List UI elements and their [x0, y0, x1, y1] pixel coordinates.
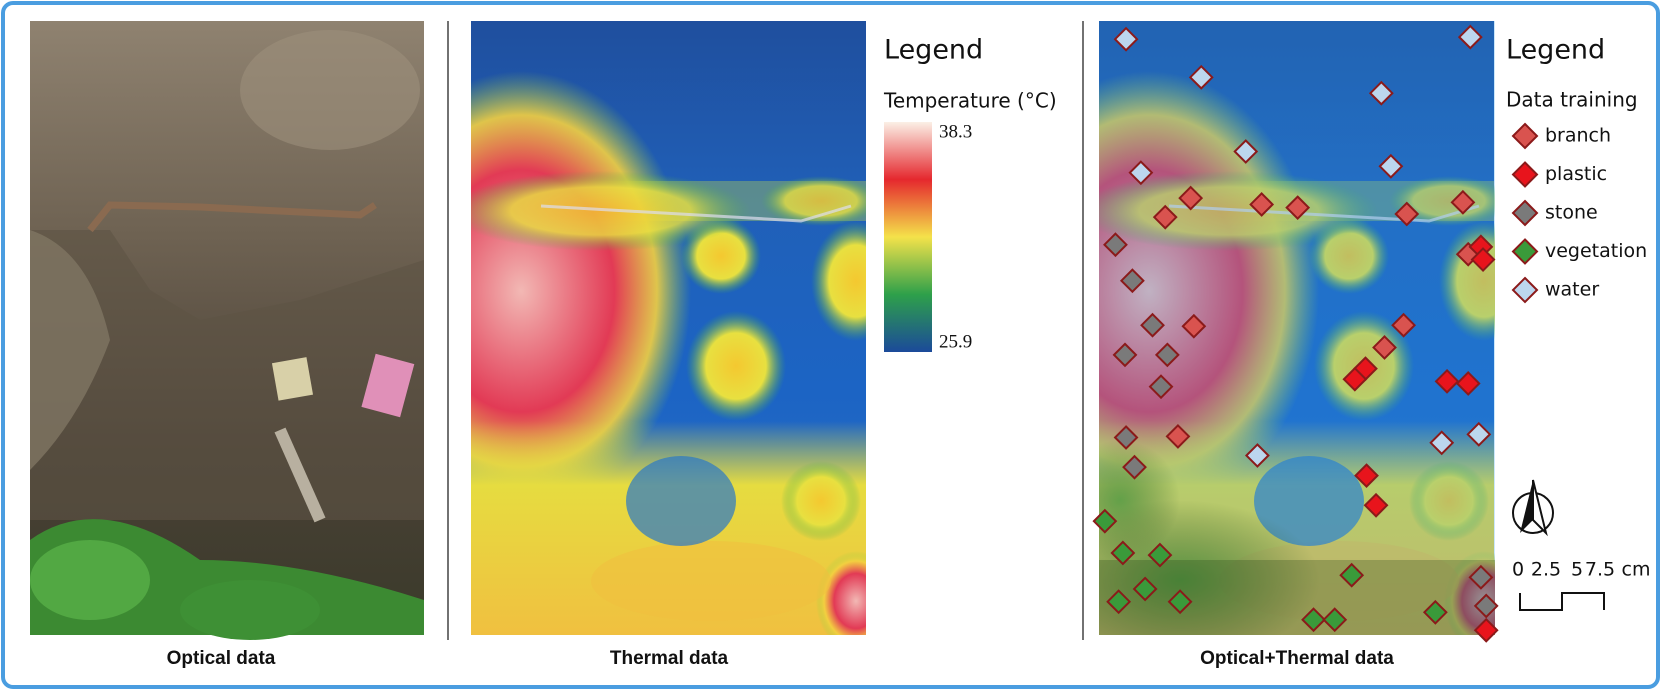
panel-caption: Thermal data	[610, 648, 729, 669]
diamond	[1511, 122, 1539, 150]
diamond	[1363, 492, 1389, 518]
diamond	[1342, 366, 1368, 392]
diamond	[1128, 160, 1154, 186]
diamond	[1511, 161, 1539, 188]
diamond	[1422, 599, 1448, 625]
diamond	[1378, 153, 1404, 179]
diamond	[1233, 139, 1259, 164]
diamond	[1473, 593, 1499, 619]
diamond	[1455, 371, 1481, 396]
optical-image	[30, 21, 424, 640]
diamond	[1322, 607, 1348, 633]
diamond	[1372, 335, 1397, 360]
diamond	[1466, 421, 1492, 447]
diamond	[1106, 589, 1132, 615]
diamond	[1113, 425, 1139, 450]
diamond	[1152, 204, 1178, 230]
diamond	[1188, 64, 1214, 90]
diamond	[1148, 374, 1174, 400]
diamond	[1167, 589, 1193, 615]
diamond	[1394, 201, 1420, 227]
diamond	[1110, 540, 1136, 566]
legend-label: branch	[1545, 125, 1611, 147]
diamond	[1468, 564, 1494, 590]
legend-items: branch plastic stone vegetation water	[1511, 122, 1647, 304]
diamond	[1249, 192, 1275, 217]
diamond	[1511, 199, 1539, 227]
legend-label: water	[1545, 279, 1599, 301]
diamond	[1140, 312, 1165, 338]
legend-label: plastic	[1545, 163, 1607, 185]
diamond	[1470, 247, 1496, 272]
legend-label: vegetation	[1545, 240, 1647, 262]
color-bar-min: 25.9	[939, 331, 972, 352]
diamond	[1181, 313, 1207, 339]
diamond	[1119, 268, 1145, 294]
diamond	[1473, 617, 1499, 643]
scale-unit: cm	[1622, 559, 1651, 581]
diamond	[1368, 80, 1394, 106]
diamond	[1285, 195, 1311, 221]
diamond	[1112, 342, 1138, 368]
training-points	[1092, 24, 1499, 643]
legend-subtitle: Temperature (°C)	[883, 89, 1057, 113]
legend-title: Legend	[884, 35, 983, 66]
color-bar-max: 38.3	[939, 121, 972, 142]
overlay-image	[1099, 21, 1495, 635]
diamond	[1165, 424, 1191, 449]
diamond	[1147, 542, 1173, 568]
diamond	[1178, 185, 1204, 211]
panel-caption: Optical data	[167, 648, 276, 669]
diamond	[1132, 576, 1158, 602]
scale-bar: 0 2.5 5 7.5 cm	[1512, 559, 1651, 611]
diamond	[1429, 430, 1455, 456]
diamond	[1450, 189, 1476, 215]
diamond	[1154, 342, 1180, 368]
diamond	[1103, 232, 1128, 258]
diamond	[1391, 312, 1417, 338]
scale-label: 2.5	[1531, 559, 1561, 581]
diamond	[1092, 508, 1118, 534]
diamond	[1301, 607, 1326, 633]
diamond	[1354, 463, 1379, 489]
diamond	[1122, 454, 1147, 480]
color-bar	[884, 122, 932, 352]
diamond	[1511, 276, 1539, 304]
diamond	[1113, 26, 1139, 52]
panel-caption: Optical+Thermal data	[1200, 648, 1394, 669]
diamond	[1457, 24, 1483, 50]
diamond	[1511, 238, 1539, 265]
diamond	[1244, 443, 1270, 468]
scale-label: 5	[1571, 559, 1583, 581]
legend-title: Legend	[1506, 35, 1605, 66]
legend-subtitle: Data training	[1506, 88, 1638, 112]
diamond	[1339, 562, 1365, 588]
legend-label: stone	[1545, 202, 1598, 224]
north-arrow	[1512, 479, 1554, 537]
diamond	[1434, 368, 1460, 394]
scale-label: 0	[1512, 559, 1524, 581]
scale-label: 7.5	[1585, 559, 1615, 581]
